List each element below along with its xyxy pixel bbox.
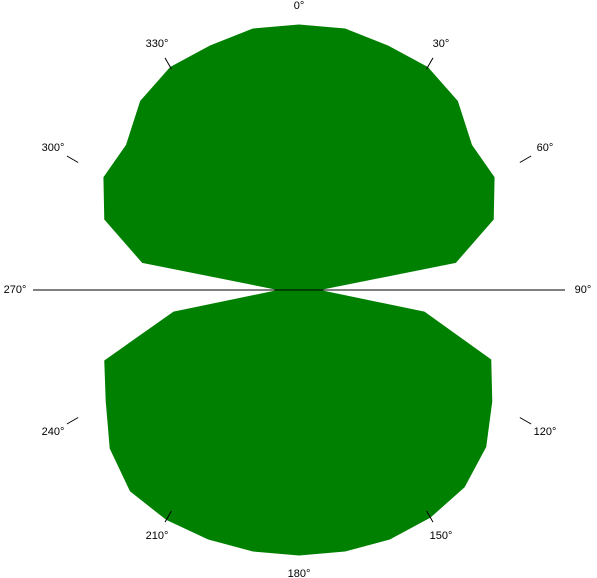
tick-label-240: 240° [42,426,65,438]
tick-label-30: 30° [433,38,450,50]
tick-label-270: 270° [4,284,27,296]
angular-tick-labels: 0° 30° 60° 90° 120° 150° 180° 210° 240° 270° 300° 3… [4,0,592,578]
tick-label-90: 90° [575,284,592,296]
tick-label-0: 0° [294,0,305,12]
tick-mark-30 [426,57,434,70]
tick-mark-210 [164,510,172,523]
tick-mark-120 [519,417,532,425]
tick-label-180: 180° [288,568,311,578]
tick-label-150: 150° [430,530,453,542]
tick-label-60: 60° [537,142,554,154]
tick-mark-60 [519,155,532,163]
tick-mark-330 [164,57,172,70]
tick-mark-300 [66,155,79,163]
tick-label-120: 120° [534,426,557,438]
tick-mark-240 [66,417,79,425]
tick-mark-150 [426,510,434,523]
angular-axis [33,57,565,523]
tick-label-300: 300° [42,142,65,154]
tick-label-330: 330° [146,38,169,50]
tick-label-210: 210° [146,530,169,542]
